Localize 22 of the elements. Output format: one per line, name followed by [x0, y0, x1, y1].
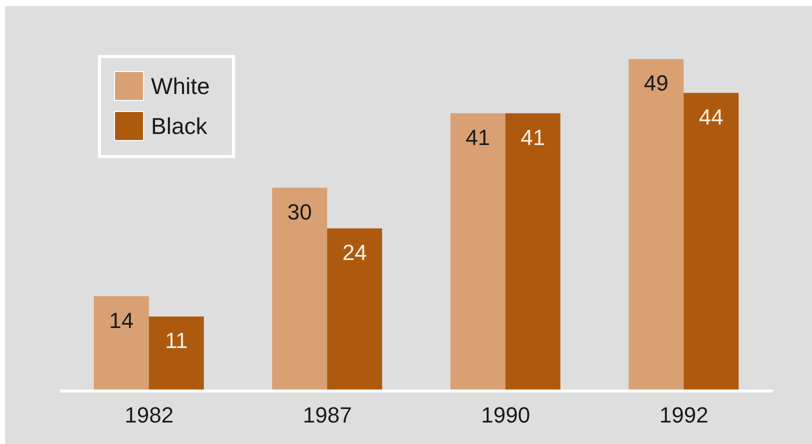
data-label: 11: [164, 328, 188, 354]
bar: [450, 113, 506, 391]
bar: [148, 316, 204, 391]
x-tick-label: 1987: [302, 402, 352, 428]
bar: [684, 92, 739, 391]
x-tick-label: 1990: [481, 402, 530, 428]
bar: [272, 188, 328, 391]
bar: [505, 113, 560, 391]
bar: [628, 59, 684, 391]
legend-label: White: [151, 72, 210, 100]
data-label: 41: [520, 124, 546, 150]
bar: [327, 228, 382, 391]
data-label: 24: [342, 240, 367, 266]
data-label: 41: [466, 124, 490, 150]
data-label: 44: [698, 104, 724, 130]
x-tick-label: 1982: [124, 402, 174, 428]
data-label: 30: [287, 199, 312, 224]
x-tick-label: 1992: [659, 402, 708, 428]
data-label: 49: [644, 70, 668, 96]
bar: [94, 296, 149, 391]
legend-label: Black: [151, 112, 208, 140]
data-label: 14: [109, 308, 134, 333]
